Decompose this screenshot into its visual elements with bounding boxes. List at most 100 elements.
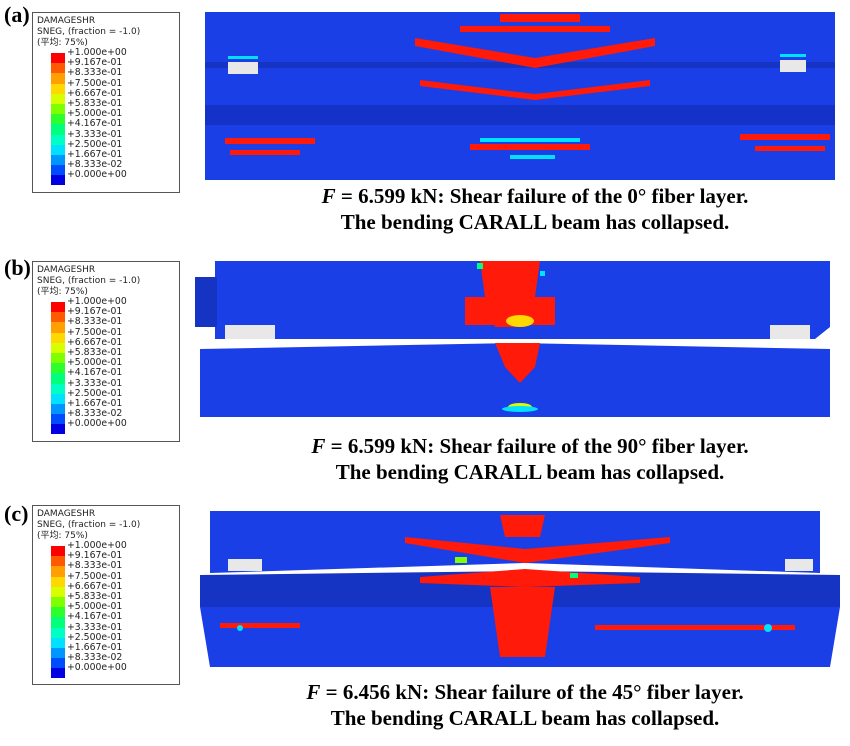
legend-value: +8.333e-01 <box>67 67 123 79</box>
legend-row: +6.667e-01 <box>37 337 175 353</box>
legend-row: +1.667e-01 <box>37 149 175 166</box>
legend-subtitle: SNEG, (fraction = -1.0) <box>37 276 141 286</box>
color-scale: +1.000e+00 +9.167e-01 +8.333e-01 +7.500e-01… <box>37 297 175 435</box>
legend-value: +0.000e+00 <box>67 418 127 430</box>
legend-row: +8.333e-02 <box>37 160 175 176</box>
legend-value: +7.500e-01 <box>67 326 123 338</box>
legend-row: +0.000e+00 <box>37 170 175 186</box>
legend-row: +1.000e+00 <box>37 297 175 313</box>
legend-row: +2.500e-01 <box>37 388 175 404</box>
legend-value: +0.000e+00 <box>67 169 127 181</box>
legend-row: +5.000e-01 <box>37 358 175 374</box>
legend-value: +4.167e-01 <box>67 118 123 130</box>
legend-row: +9.167e-01 <box>37 307 175 323</box>
legend-row: +1.000e+00 <box>37 541 175 557</box>
legend-average: (平均: 75%) <box>37 287 88 297</box>
legend-value: +2.500e-01 <box>67 631 123 643</box>
legend-swatch <box>51 576 65 587</box>
legend-row: +1.667e-01 <box>37 642 175 659</box>
force-symbol: F <box>321 184 336 208</box>
beam-top-left-end <box>195 277 217 327</box>
legend-row: +5.833e-01 <box>37 98 175 115</box>
legend-average: (平均: 75%) <box>37 38 88 48</box>
support-block-left <box>228 559 262 571</box>
legend-subtitle: SNEG, (fraction = -1.0) <box>37 520 141 530</box>
legend-row: +3.333e-01 <box>37 378 175 394</box>
legend-swatch <box>51 154 65 166</box>
legend-row: +9.167e-01 <box>37 58 175 74</box>
caption: F = 6.599 kN: Shear failure of the 90° f… <box>220 433 840 485</box>
legend-row: +7.500e-01 <box>37 571 175 587</box>
legend-average: (平均: 75%) <box>37 531 88 541</box>
legend-swatch <box>51 393 65 404</box>
legend-row: +7.500e-01 <box>37 327 175 343</box>
legend-value: +0.000e+00 <box>67 662 127 674</box>
legend-row: +8.333e-01 <box>37 68 175 84</box>
beam-lower-layer <box>205 105 835 125</box>
legend-swatch <box>51 414 65 425</box>
legend-swatch <box>51 617 65 628</box>
legend-swatch <box>51 596 65 608</box>
legend-swatch <box>51 114 65 125</box>
legend-row: +8.333e-01 <box>37 561 175 577</box>
legend-swatch <box>51 556 65 567</box>
legend-row: +5.833e-01 <box>37 591 175 608</box>
legend-row: +0.000e+00 <box>37 663 175 679</box>
damage-legend: DAMAGESHR SNEG, (fraction = -1.0) (平均: 7… <box>32 12 180 193</box>
legend-swatch <box>51 53 65 64</box>
legend-value: +1.000e+00 <box>67 296 127 307</box>
legend-swatch <box>51 134 65 145</box>
legend-row: +8.333e-01 <box>37 317 175 333</box>
legend-value: +3.333e-01 <box>67 377 123 389</box>
beam-contour-plot <box>205 12 835 180</box>
beam-contour-plot <box>195 261 830 417</box>
panel-a: (a) DAMAGESHR SNEG, (fraction = -1.0) (平… <box>0 0 850 245</box>
legend-value: +5.000e-01 <box>67 108 123 120</box>
damage-highlights <box>237 557 772 632</box>
legend-row: +6.667e-01 <box>37 581 175 597</box>
legend-swatch <box>51 424 65 435</box>
caption: F = 6.599 kN: Shear failure of the 0° fi… <box>225 183 845 235</box>
damage-legend: DAMAGESHR SNEG, (fraction = -1.0) (平均: 7… <box>32 505 180 685</box>
support-block-right <box>770 325 810 339</box>
legend-value: +9.167e-01 <box>67 550 123 562</box>
legend-value: +5.833e-01 <box>67 590 123 602</box>
legend-swatch <box>51 607 65 618</box>
legend-row: +5.833e-01 <box>37 347 175 364</box>
legend-swatch <box>51 302 65 313</box>
damage-zone-center <box>465 261 555 383</box>
color-scale: +1.000e+00 +9.167e-01 +8.333e-01 +7.500e-01… <box>37 48 175 186</box>
legend-value: +8.333e-02 <box>67 408 123 420</box>
support-block-right <box>785 559 813 571</box>
beam-bottom-layer <box>200 343 830 417</box>
legend-swatch <box>51 175 65 186</box>
panel-b: (b) DAMAGESHR SNEG, (fraction = -1.0) (平… <box>0 245 850 495</box>
damage-zone-bottom <box>225 134 830 155</box>
force-text: = 6.456 kN: Shear failure of the 45° fib… <box>320 680 744 704</box>
legend-value: +6.667e-01 <box>67 336 123 348</box>
legend-value: +5.000e-01 <box>67 601 123 613</box>
beam-top-layer <box>210 511 820 573</box>
force-text: = 6.599 kN: Shear failure of the 0° fibe… <box>335 184 749 208</box>
support-block-right <box>780 60 806 72</box>
legend-title: DAMAGESHR <box>37 265 96 275</box>
damage-legend: DAMAGESHR SNEG, (fraction = -1.0) (平均: 7… <box>32 261 180 442</box>
damage-zone-center <box>415 14 655 100</box>
panel-tag: (b) <box>4 255 31 280</box>
force-symbol: F <box>311 434 326 458</box>
legend-swatch <box>51 566 65 577</box>
legend-value: +1.667e-01 <box>67 148 123 160</box>
legend-value: +9.167e-01 <box>67 57 123 69</box>
legend-swatch <box>51 124 65 135</box>
caption-line-1: F = 6.599 kN: Shear failure of the 90° f… <box>220 433 840 459</box>
legend-subtitle: SNEG, (fraction = -1.0) <box>37 27 141 37</box>
legend-title: DAMAGESHR <box>37 509 96 519</box>
legend-row: +8.333e-02 <box>37 653 175 669</box>
legend-value: +4.167e-01 <box>67 611 123 623</box>
legend-swatch <box>51 373 65 384</box>
legend-value: +4.167e-01 <box>67 367 123 379</box>
support-block-left <box>228 62 258 74</box>
legend-value: +9.167e-01 <box>67 306 123 318</box>
legend-row: +3.333e-01 <box>37 622 175 638</box>
damage-edges <box>228 54 806 159</box>
